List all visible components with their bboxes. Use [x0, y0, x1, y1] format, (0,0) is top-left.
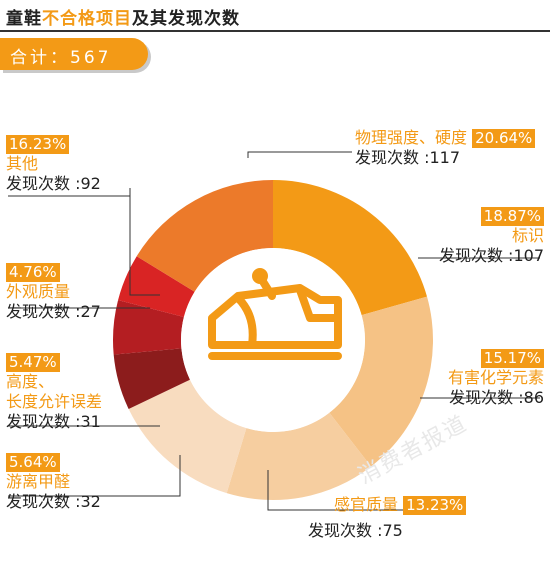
shoe-icon [208, 268, 342, 360]
donut-slice-0 [273, 180, 428, 316]
slice-count-prefix: 发现次数 : [438, 246, 514, 265]
slice-percent: 4.76% [6, 263, 60, 282]
slice-count: 31 [80, 412, 101, 431]
slice-count-prefix: 发现次数 : [6, 174, 81, 193]
slice-name-line2: 长度允许误差 [6, 392, 103, 411]
slice-count-prefix: 发现次数 : [6, 302, 81, 321]
leader-line-3 [267, 470, 420, 511]
slice-name: 感官质量 [334, 495, 399, 514]
donut-slice-2 [226, 412, 372, 500]
label-height-length-tolerance: 5.47% 高度、 长度允许误差 发现次数 :31 [6, 352, 102, 432]
slice-percent: 18.87% [480, 207, 544, 226]
slice-count-prefix: 发现次数 : [308, 521, 383, 540]
slice-count: 27 [80, 302, 101, 321]
leader-line-7 [8, 455, 181, 497]
slice-percent: 15.17% [480, 349, 544, 368]
label-marking: 18.87% 标识 发现次数 :107 [426, 206, 544, 266]
title-part3: 及其发现次数 [132, 9, 240, 29]
label-appearance-quality: 4.76% 外观质量 发现次数 :27 [6, 262, 101, 322]
slice-count-prefix: 发现次数 : [6, 492, 81, 511]
donut-slice-3 [128, 379, 247, 494]
slice-count-prefix: 发现次数 : [6, 412, 81, 431]
label-free-formaldehyde: 5.64% 游离甲醛 发现次数 :32 [6, 452, 101, 512]
slice-percent: 13.23% [403, 496, 467, 515]
donut-slices [113, 180, 433, 500]
slice-percent: 5.64% [6, 453, 60, 472]
total-text: 合计：567 [10, 48, 112, 68]
slice-name: 游离甲醛 [6, 472, 71, 491]
total-badge: 合计：567 [0, 38, 148, 70]
donut-slice-4 [113, 348, 191, 410]
donut-slice-7 [136, 180, 273, 292]
donut-slice-6 [118, 256, 195, 318]
slice-name-line1: 高度、 [6, 372, 55, 391]
slice-count: 32 [80, 492, 101, 511]
label-sensory-quality-count: 发现次数 :75 [308, 521, 403, 541]
label-sensory-quality: 感官质量 13.23% [334, 495, 467, 515]
slice-count: 86 [523, 388, 544, 407]
slice-count: 92 [80, 174, 101, 193]
slice-count-prefix: 发现次数 : [449, 388, 524, 407]
slice-percent: 16.23% [6, 135, 70, 154]
title-part1: 童鞋 [6, 9, 42, 29]
donut-slice-1 [329, 296, 433, 467]
title-row: 童鞋不合格项目及其发现次数 [0, 0, 550, 32]
slice-name: 物理强度、硬度 [355, 128, 468, 147]
label-physical-strength: 物理强度、硬度 20.64% 发现次数 :117 [355, 128, 536, 168]
chart-title: 童鞋不合格项目及其发现次数 [6, 4, 240, 29]
donut-hole [181, 248, 365, 432]
slice-name: 标识 [511, 226, 544, 245]
title-divider [0, 30, 550, 32]
leader-lines [8, 151, 540, 511]
slice-name: 有害化学元素 [447, 368, 544, 387]
title-highlight: 不合格项目 [42, 9, 132, 29]
donut-slice-5 [113, 300, 184, 355]
slice-percent: 5.47% [6, 353, 60, 372]
slice-name: 其他 [6, 154, 39, 173]
slice-count: 107 [513, 246, 544, 265]
label-harmful-chemicals: 15.17% 有害化学元素 发现次数 :86 [426, 348, 544, 408]
slice-count: 75 [382, 521, 403, 540]
slice-percent: 20.64% [472, 129, 536, 148]
slice-count: 117 [429, 148, 461, 167]
slice-count-prefix: 发现次数 : [355, 148, 430, 167]
leader-line-4 [129, 188, 160, 296]
label-other: 16.23% 其他 发现次数 :92 [6, 134, 101, 194]
leader-line-0 [247, 151, 352, 158]
slice-name: 外观质量 [6, 282, 71, 301]
